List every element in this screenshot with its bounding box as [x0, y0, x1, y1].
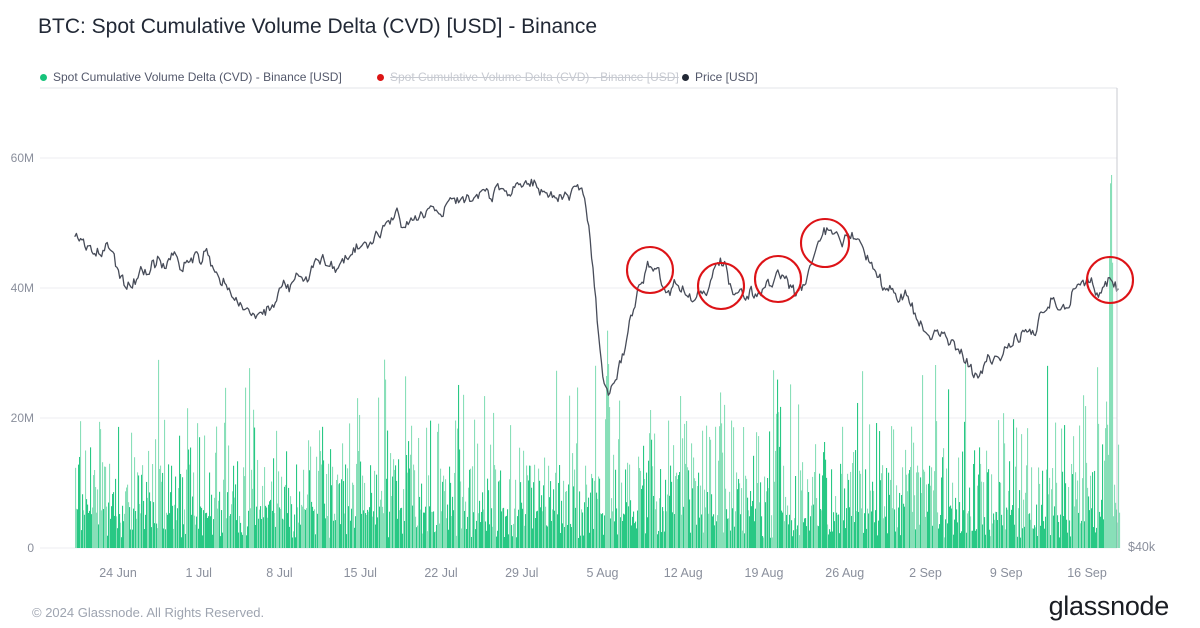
svg-text:20M: 20M [11, 411, 34, 425]
svg-text:15 Jul: 15 Jul [344, 566, 377, 580]
svg-text:60M: 60M [11, 151, 34, 165]
svg-text:9 Sep: 9 Sep [990, 566, 1023, 580]
svg-text:2 Sep: 2 Sep [909, 566, 942, 580]
svg-text:24 Jun: 24 Jun [99, 566, 137, 580]
svg-text:12 Aug: 12 Aug [664, 566, 703, 580]
svg-text:29 Jul: 29 Jul [505, 566, 538, 580]
svg-text:1 Jul: 1 Jul [186, 566, 212, 580]
svg-text:40M: 40M [11, 281, 34, 295]
svg-text:22 Jul: 22 Jul [424, 566, 457, 580]
svg-text:26 Aug: 26 Aug [825, 566, 864, 580]
svg-text:16 Sep: 16 Sep [1067, 566, 1107, 580]
svg-text:19 Aug: 19 Aug [745, 566, 784, 580]
svg-text:$40k: $40k [1128, 540, 1156, 554]
svg-text:8 Jul: 8 Jul [266, 566, 292, 580]
svg-text:5 Aug: 5 Aug [587, 566, 619, 580]
svg-text:0: 0 [27, 541, 34, 555]
